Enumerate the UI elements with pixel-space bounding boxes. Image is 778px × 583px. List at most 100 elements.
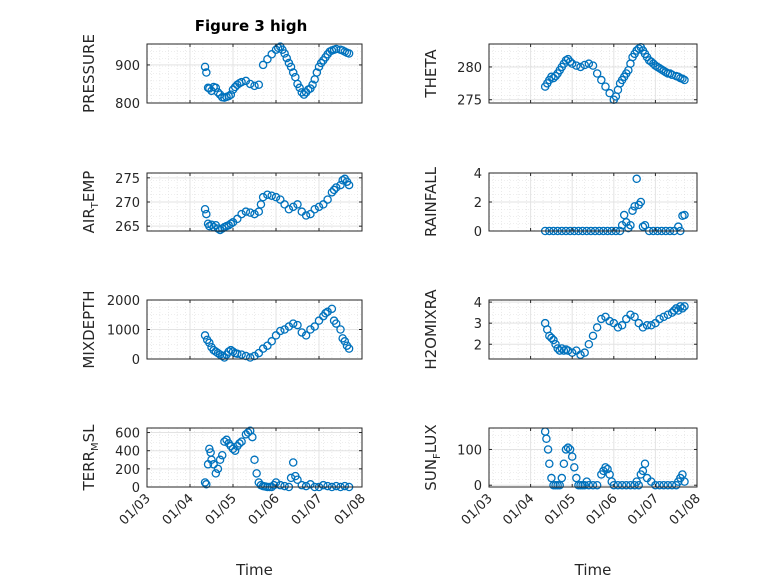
y-axis-label: TERRMSL (80, 424, 101, 492)
data-point (640, 220, 650, 230)
data-point (331, 481, 341, 491)
data-point (202, 480, 211, 489)
y-tick-label: 800 (115, 97, 140, 112)
data-point (235, 439, 244, 448)
data-point (609, 480, 619, 490)
data-point (245, 79, 255, 89)
data-point (597, 314, 606, 324)
data-point (626, 310, 635, 319)
data-point (563, 54, 573, 64)
y-tick-label: 0 (132, 353, 140, 368)
data-point (584, 339, 594, 349)
data-point (211, 83, 221, 93)
data-point (263, 341, 272, 350)
y-tick-label: 2000 (107, 294, 140, 309)
data-point (655, 480, 664, 490)
data-point (336, 325, 345, 334)
panel-pressure: 800 900 PRESSURE (80, 34, 363, 113)
y-tick-label: 4 (474, 296, 482, 311)
data-point (271, 192, 281, 202)
data-point (323, 195, 332, 204)
y-axis-label: THETA (422, 49, 440, 99)
data-point (202, 209, 211, 219)
data-point (245, 208, 255, 217)
data-point (638, 222, 648, 231)
data-point (263, 54, 272, 64)
data-point (669, 306, 679, 315)
data-point (543, 445, 553, 454)
panel-rainfall: 0 2 4 RAINFALL (422, 166, 698, 240)
data-point (276, 195, 285, 204)
y-axis-label: MIXDEPTH (80, 290, 98, 368)
data-point (678, 304, 687, 313)
data-point (306, 209, 315, 219)
data-point (680, 302, 689, 311)
data-point (584, 480, 594, 490)
data-point (215, 455, 225, 465)
y-tick-label: 0 (132, 481, 140, 496)
data-point (271, 331, 281, 340)
data-point (651, 480, 660, 490)
data-point (293, 320, 302, 330)
data-point (237, 437, 246, 446)
data-point (217, 224, 227, 233)
data-point (321, 309, 330, 318)
data-point (310, 322, 319, 331)
data-point (200, 331, 210, 340)
data-point (547, 333, 556, 343)
panel-theta: 275 280 THETA (422, 43, 698, 109)
axes-box (146, 427, 363, 488)
data-point (659, 312, 668, 322)
y-tick-label: 4 (474, 167, 482, 182)
data-point (663, 310, 673, 319)
data-point (230, 446, 240, 455)
y-tick-label: 270 (115, 196, 140, 211)
data-point (316, 58, 326, 68)
data-point (284, 204, 294, 214)
data-point (224, 91, 233, 101)
data-point (213, 464, 223, 474)
data-point (288, 458, 298, 467)
panel-mixdepth: 0 1000 2000 MIXDEPTH (80, 290, 363, 369)
data-point (551, 339, 560, 349)
x-axis-label: Time (574, 561, 612, 579)
data-point (563, 346, 573, 355)
y-tick-label: 275 (457, 94, 482, 109)
data-point (617, 480, 627, 490)
data-point (638, 323, 648, 332)
data-point (329, 185, 339, 195)
data-point (567, 452, 577, 461)
data-point (663, 480, 673, 490)
data-point (301, 211, 311, 220)
data-point (226, 219, 236, 228)
y-tick-label: 2 (474, 196, 482, 211)
data-point (226, 90, 236, 99)
data-point (542, 434, 551, 443)
data-point (314, 202, 324, 212)
data-point (280, 49, 289, 58)
data-point (344, 180, 354, 190)
data-point (280, 200, 289, 209)
data-point (580, 60, 589, 70)
data-point (241, 351, 251, 361)
data-point (243, 428, 253, 437)
data-point (640, 459, 650, 469)
data-point (671, 304, 681, 313)
data-point (622, 480, 631, 490)
data-point (680, 75, 689, 85)
data-point (603, 464, 612, 474)
data-point (555, 346, 564, 355)
data-point (301, 481, 311, 491)
data-point (254, 348, 264, 358)
y-tick-label: 600 (115, 427, 140, 442)
y-axis-label: AIRTEMP (80, 171, 101, 234)
data-point (588, 331, 598, 341)
data-point (592, 480, 602, 490)
data-point (276, 480, 285, 490)
data-point (211, 469, 221, 478)
data-point (258, 60, 268, 70)
data-point (680, 210, 689, 220)
data-point (655, 314, 664, 324)
data-point (636, 197, 646, 207)
data-point (592, 69, 602, 78)
